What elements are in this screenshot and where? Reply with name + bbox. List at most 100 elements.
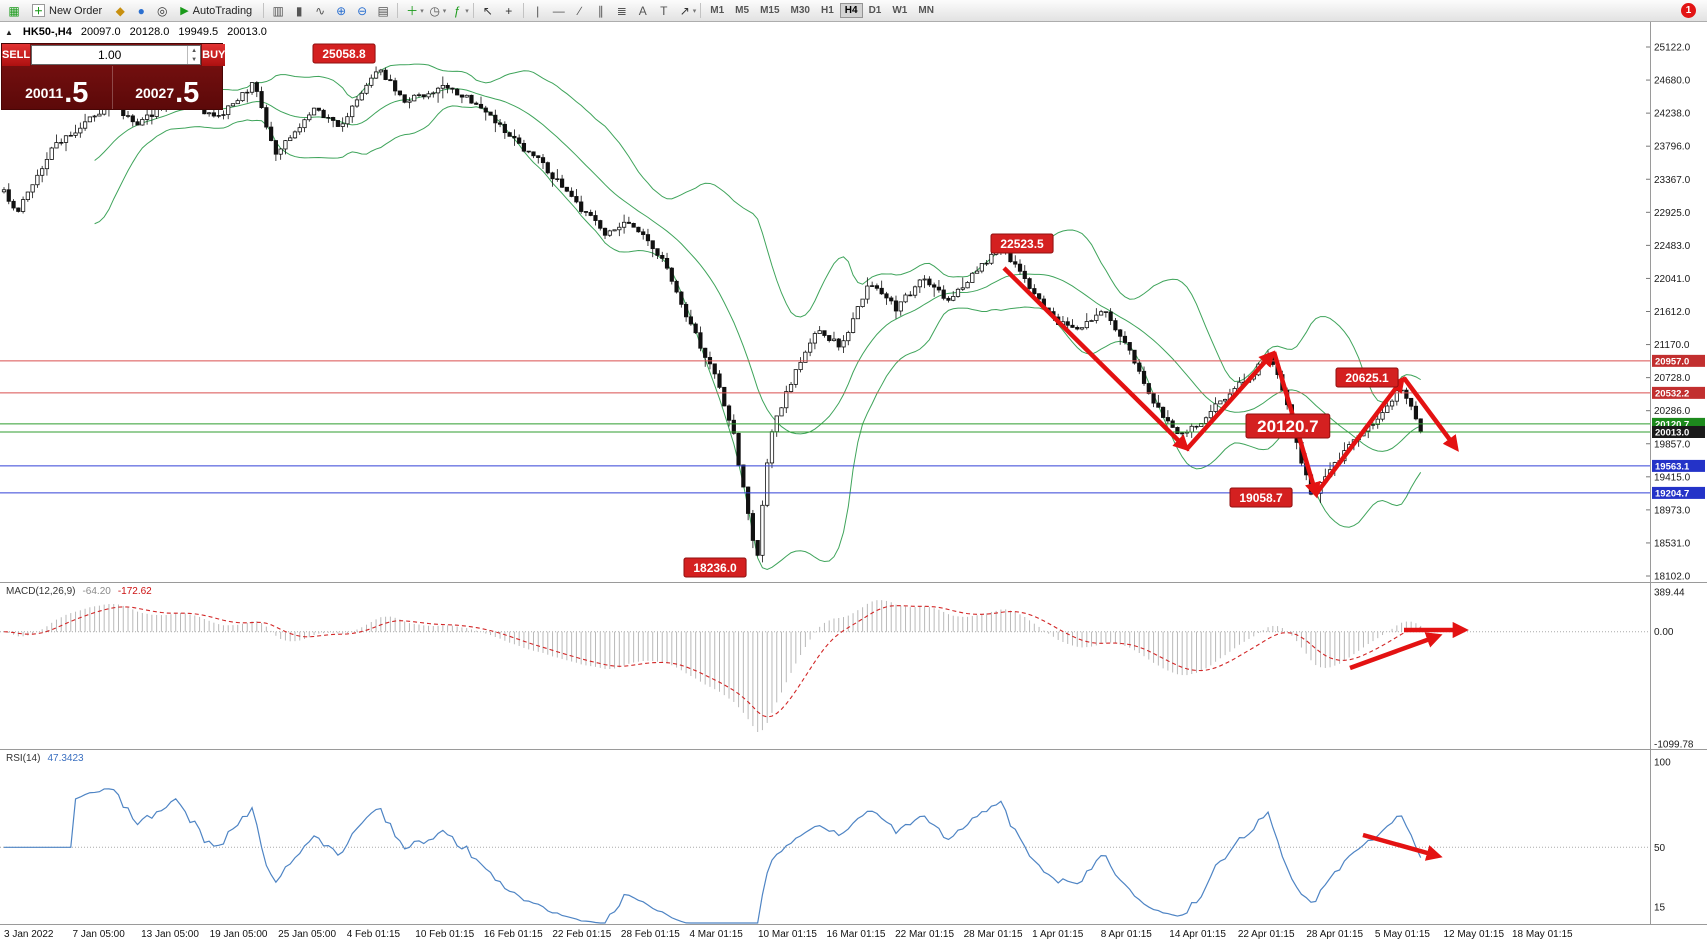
price-callout[interactable] [1245, 413, 1331, 439]
symbol-period-label: HK50-,H4 [22, 26, 72, 38]
price-callout[interactable] [1335, 367, 1399, 388]
svg-text:12 May 01:15: 12 May 01:15 [1443, 929, 1504, 940]
text-label-tool-icon[interactable]: T [660, 3, 668, 18]
indicators-icon[interactable]: ƒ [453, 3, 461, 18]
svg-text:18 May 01:15: 18 May 01:15 [1512, 929, 1573, 940]
price-scale-badge [1652, 459, 1705, 472]
svg-text:20013.0: 20013.0 [1655, 427, 1689, 438]
svg-text:4 Mar 01:15: 4 Mar 01:15 [689, 929, 743, 940]
cursor-icon[interactable]: ↖ [482, 3, 493, 18]
candlestick-chart-icon[interactable]: ▮ [295, 3, 303, 18]
trend-arrow[interactable] [1349, 632, 1443, 671]
svg-text:1 Apr 01:15: 1 Apr 01:15 [1032, 929, 1084, 940]
svg-text:19058.7: 19058.7 [1239, 491, 1283, 505]
arrows-tool-caret-icon[interactable]: ▾ [692, 7, 697, 15]
price-scale-badge [1652, 354, 1705, 367]
chart-window-icon[interactable]: ▦ [8, 3, 20, 18]
svg-text:8 Apr 01:15: 8 Apr 01:15 [1101, 929, 1153, 940]
sell-price[interactable]: 20011 .5 [2, 66, 112, 109]
buy-button[interactable]: BUY [202, 44, 226, 66]
price-callout[interactable] [1229, 487, 1293, 508]
zoom-out-icon[interactable]: ⊖ [357, 3, 368, 18]
vertical-line-tool-icon[interactable]: | [536, 3, 540, 18]
svg-text:20957.0: 20957.0 [1655, 356, 1689, 367]
price-scale-badge [1652, 386, 1705, 399]
tile-windows-icon[interactable]: ▤ [377, 3, 389, 18]
arrows-tool-icon[interactable]: ↗ [679, 3, 690, 18]
volume-input[interactable] [32, 46, 188, 64]
timeframe-h1[interactable]: H1 [820, 5, 834, 16]
price-callout[interactable] [990, 233, 1054, 254]
zoom-in-icon[interactable]: ⊕ [336, 3, 347, 18]
timeframe-mn[interactable]: MN [918, 5, 934, 16]
market-watch-icon[interactable]: ● [137, 3, 145, 18]
trend-arrow[interactable] [1002, 266, 1190, 452]
time-scale: 3 Jan 2022 7 Jan 05:00 13 Jan 05:00 19 Jan … [4, 929, 1573, 940]
timeframe-m5[interactable]: M5 [735, 5, 750, 16]
price-scale-badge [1652, 486, 1705, 499]
fibonacci-tool-icon[interactable]: ≣ [616, 3, 627, 18]
trend-arrow[interactable] [1362, 832, 1443, 861]
sell-button[interactable]: SELL [2, 44, 31, 66]
macd-title: MACD(12,26,9) [6, 586, 76, 597]
macd-label: MACD(12,26,9) -64.20 -172.62 [6, 586, 152, 597]
trend-arrow[interactable] [1402, 376, 1459, 452]
new-order-button[interactable]: ＋ New Order [25, 2, 109, 20]
timeframe-d1[interactable]: D1 [868, 5, 882, 16]
crosshair-icon[interactable]: + [505, 3, 513, 18]
new-order-icon: ＋ [32, 4, 45, 17]
autotrading-button[interactable]: ▶ AutoTrading [173, 2, 259, 20]
line-chart-icon[interactable]: ∿ [315, 3, 326, 18]
navigator-icon[interactable]: ◎ [156, 3, 168, 18]
svg-text:13 Jan 05:00: 13 Jan 05:00 [141, 929, 199, 940]
channel-tool-icon[interactable]: ∥ [597, 3, 604, 18]
symbol-ohlc-bar: ▲ HK50-,H4 20097.0 20128.0 19949.5 20013… [5, 26, 267, 38]
timeframe-m15[interactable]: M15 [760, 5, 780, 16]
annotation-arrows [1002, 266, 1469, 861]
timeframe-h4[interactable]: H4 [839, 3, 863, 18]
volume-down-button[interactable]: ▼ [191, 56, 198, 63]
horizontal-line-tool-icon[interactable]: ― [552, 3, 565, 18]
trendline-tool-icon[interactable]: ∕ [578, 3, 581, 18]
text-tool-icon[interactable]: A [638, 3, 647, 18]
svg-text:3 Jan 2022: 3 Jan 2022 [4, 929, 54, 940]
svg-text:16 Feb 01:15: 16 Feb 01:15 [484, 929, 543, 940]
svg-text:19857.0: 19857.0 [1654, 439, 1691, 450]
price-callout[interactable] [683, 557, 747, 578]
bar-chart-icon[interactable]: ▥ [272, 3, 284, 18]
svg-text:0.00: 0.00 [1654, 627, 1674, 638]
price-callout[interactable] [312, 43, 376, 64]
indicators-caret-icon[interactable]: ▾ [465, 7, 469, 15]
sell-price-pips: .5 [64, 76, 89, 109]
notification-badge[interactable]: 1 [1681, 3, 1696, 18]
svg-text:7 Jan 05:00: 7 Jan 05:00 [73, 929, 126, 940]
one-click-panel-toggle-icon[interactable]: ▲ [5, 27, 13, 37]
trend-arrow[interactable] [1314, 376, 1405, 496]
rsi-panel: 100 50 15 [0, 758, 1671, 924]
timeframe-m1[interactable]: M1 [710, 5, 725, 16]
ohlc-open: 20097.0 [80, 26, 121, 38]
svg-text:22483.0: 22483.0 [1654, 241, 1691, 252]
toolbar: ▦ ＋ New Order ◆ ● ◎ ▶ AutoTrading ▥ ▮ ∿ … [0, 0, 1707, 22]
one-click-trading-panel: SELL ▲ ▼ BUY 20011 .5 20027 .5 [1, 43, 226, 110]
buy-price[interactable]: 20027 .5 [111, 66, 223, 109]
trend-arrow[interactable] [1184, 350, 1276, 452]
new-chart-caret-icon[interactable]: ▾ [420, 7, 424, 15]
new-chart-icon[interactable]: ＋ [406, 4, 419, 18]
candlesticks [1, 66, 1423, 563]
macd-main-value: -64.20 [82, 586, 111, 597]
bollinger-bands [94, 63, 1422, 571]
svg-text:19415.0: 19415.0 [1654, 472, 1691, 483]
profiles-caret-icon[interactable]: ▾ [442, 7, 447, 15]
price-scale-badge [1652, 425, 1705, 438]
volume-up-button[interactable]: ▲ [191, 47, 198, 54]
profiles-icon[interactable]: ◷ [429, 3, 440, 18]
svg-text:22 Mar 01:15: 22 Mar 01:15 [895, 929, 954, 940]
timeframe-m30[interactable]: M30 [790, 5, 810, 16]
svg-text:22 Apr 01:15: 22 Apr 01:15 [1238, 929, 1295, 940]
rsi-value: 47.3423 [47, 753, 84, 764]
timeframe-w1[interactable]: W1 [892, 5, 908, 16]
symbols-icon[interactable]: ◆ [115, 3, 125, 18]
svg-text:14 Apr 01:15: 14 Apr 01:15 [1169, 929, 1226, 940]
